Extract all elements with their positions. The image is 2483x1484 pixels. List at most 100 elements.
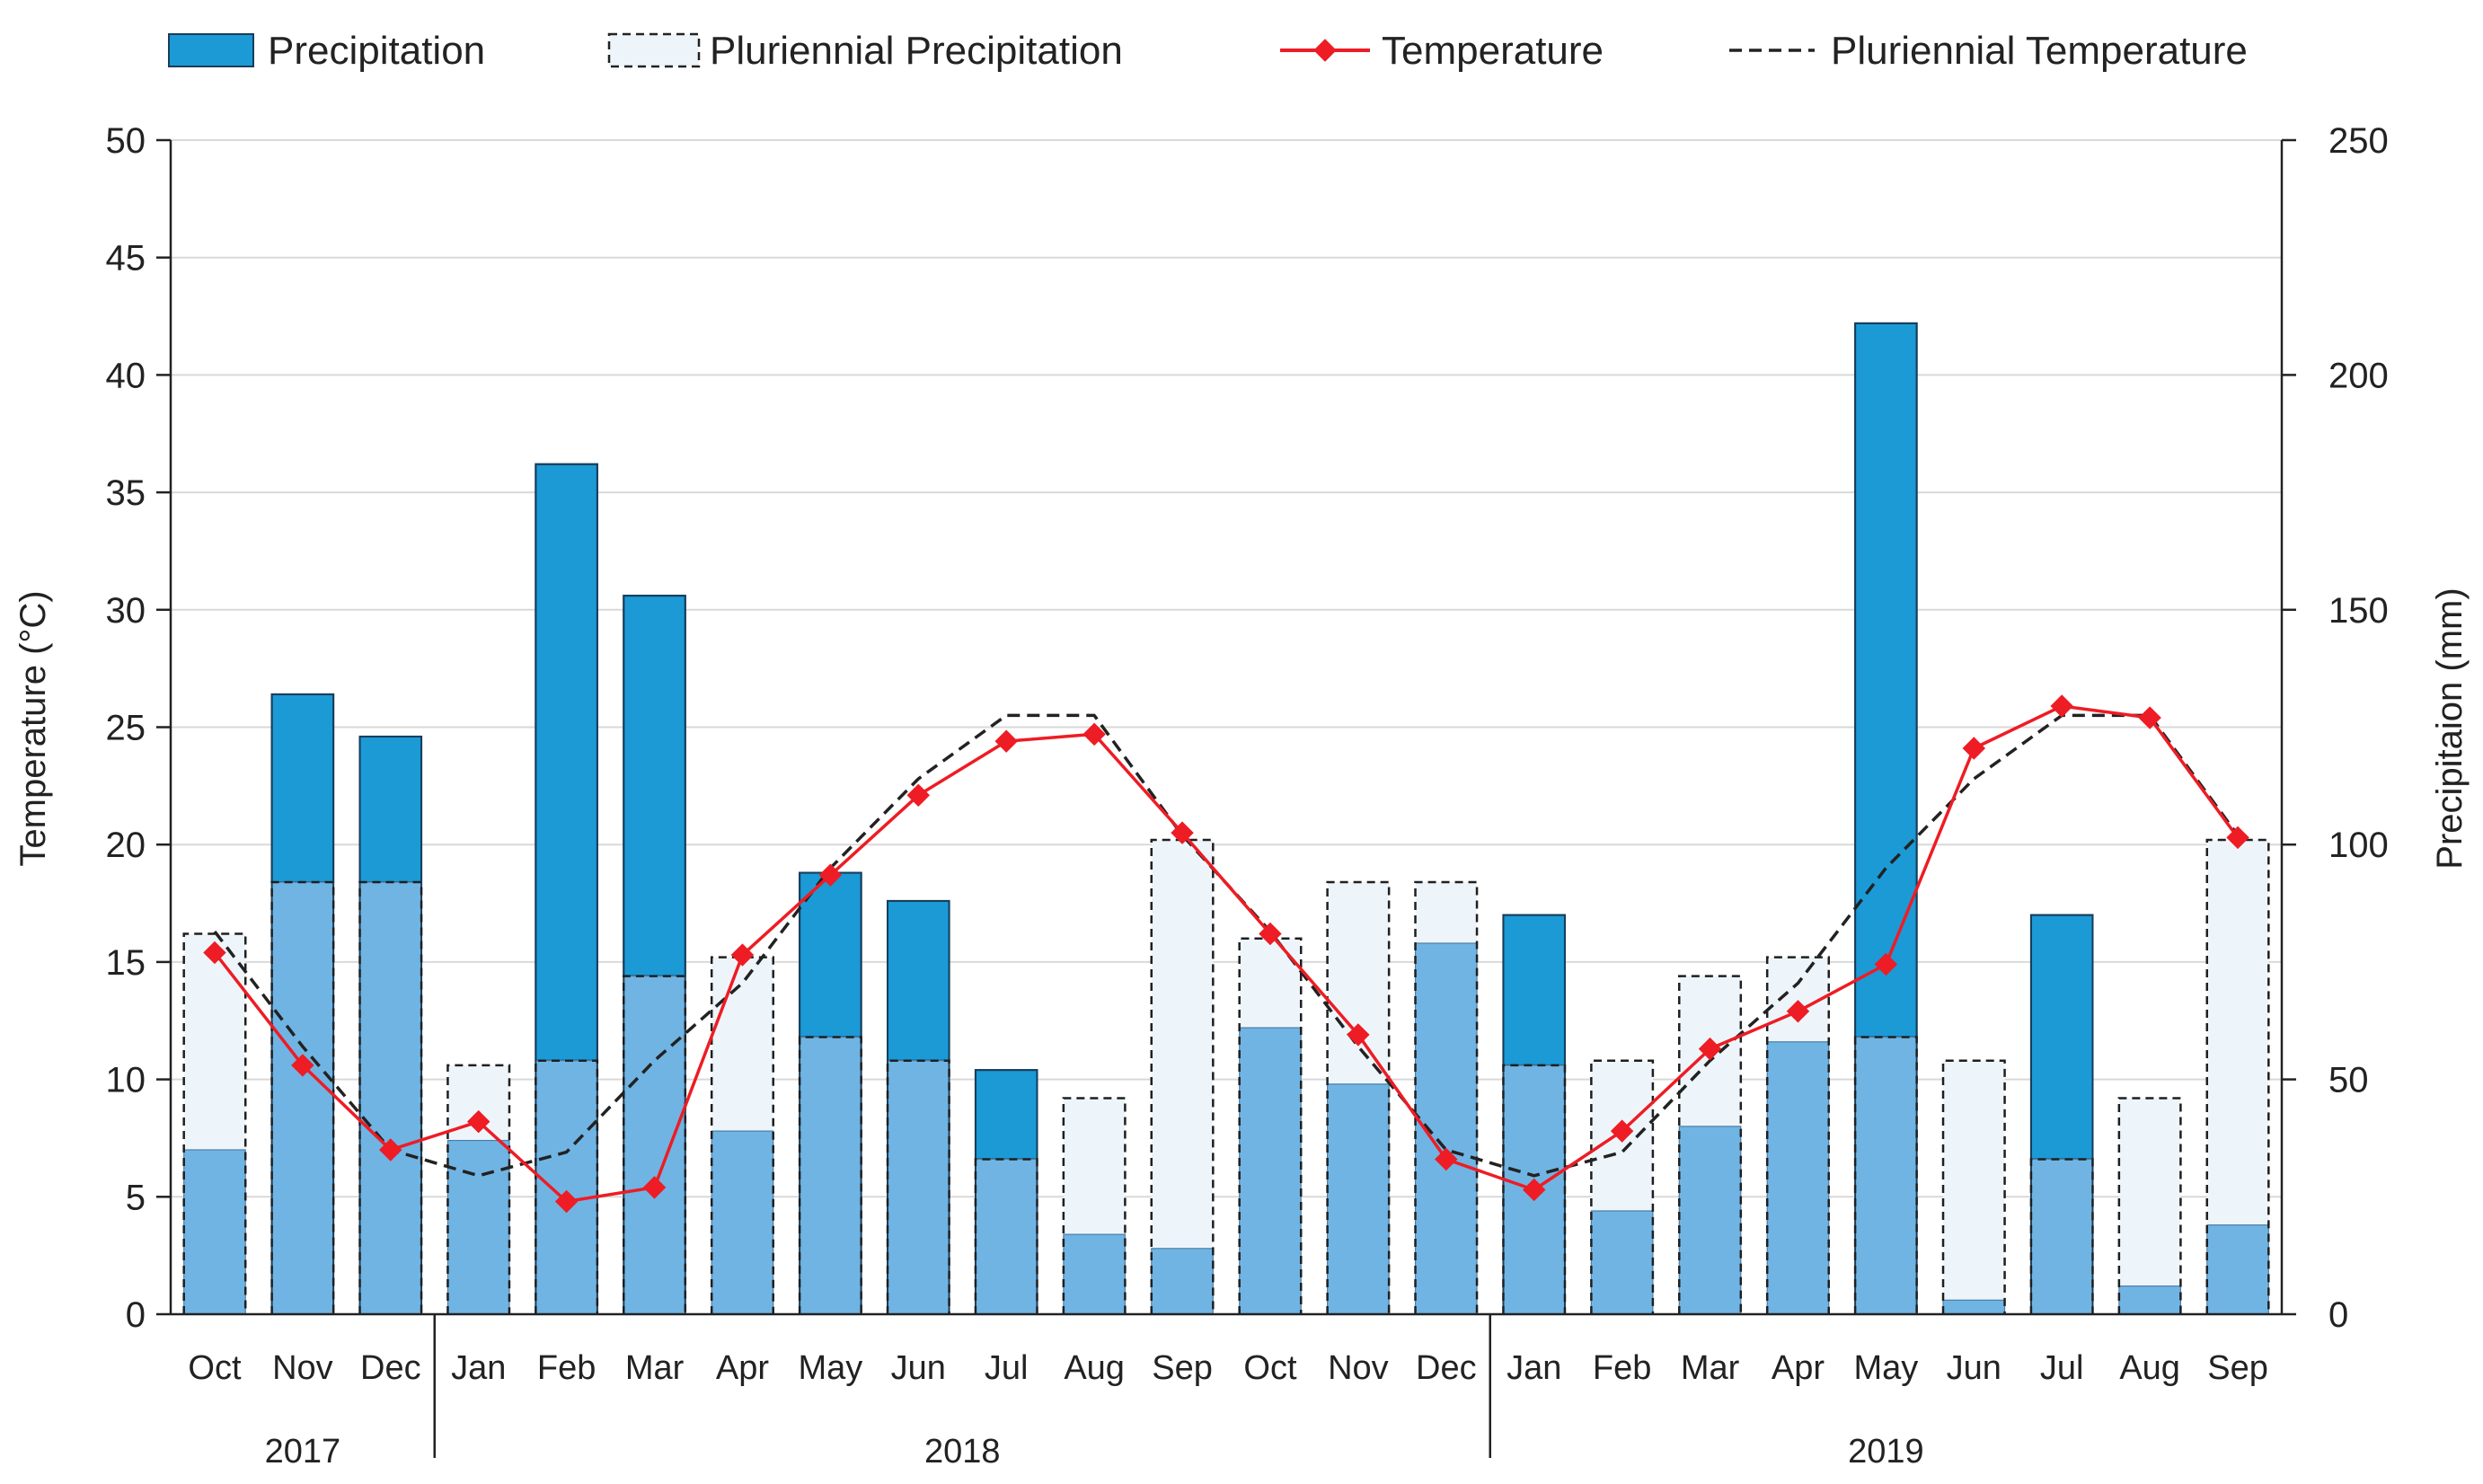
x-tick-label: Oct [188, 1349, 242, 1387]
pluriennial-precipitation-outline [1326, 880, 1391, 1314]
pluriennial-precipitation-outline [1590, 1059, 1655, 1314]
y-left-tick-label: 40 [106, 356, 146, 395]
pluriennial-precipitation-bar [2206, 839, 2269, 1225]
legend-label-pluriennial-precipitation: Pluriennial Precipitation [710, 29, 1123, 73]
precipitation-bar [799, 871, 862, 1038]
precipitation-overlap-bar [2118, 1285, 2181, 1315]
pluriennial-precipitation-bar [1327, 882, 1390, 1084]
y-right-tick-label: 100 [2328, 826, 2389, 865]
y-left-tick-label: 45 [106, 239, 146, 278]
x-tick-label: Oct [1243, 1349, 1297, 1387]
pluriennial-precipitation-outline [1941, 1059, 2006, 1314]
pluriennial-precipitation-outline [623, 975, 687, 1314]
precipitation-overlap-bar [358, 881, 422, 1315]
precipitation-overlap-bar [535, 1060, 598, 1315]
temperature-point [2050, 694, 2073, 718]
x-tick-label: Feb [537, 1349, 596, 1387]
pluriennial-precipitation-outline [1502, 1064, 1567, 1314]
temperature-point [1962, 737, 1986, 760]
pluriennial-precipitation-bar [711, 957, 773, 1132]
precipitation-bar [535, 463, 598, 1062]
temperature-line [213, 704, 2240, 1204]
pluriennial-precipitation-bar [2118, 1098, 2181, 1286]
precipitation-bar [358, 735, 423, 884]
pluriennial-precipitation-bar [1063, 1098, 1126, 1235]
precipitation-overlap-bar [1678, 1126, 1742, 1315]
x-tick-label: Feb [1593, 1349, 1651, 1387]
pluriennial-precipitation-outline [1678, 975, 1743, 1314]
x-tick-label: Mar [625, 1349, 685, 1387]
pluriennial-precipitation-outline [798, 1036, 862, 1314]
x-tick-label: Jan [1507, 1349, 1561, 1387]
precipitation-overlap-bar [446, 1139, 510, 1315]
temperature-point [994, 729, 1018, 753]
pluriennial-precipitation-outline [2117, 1097, 2182, 1314]
x-tick-label: Jun [1947, 1349, 2001, 1387]
legend-marker-temperature [1313, 39, 1337, 62]
precipitation-bar [2029, 914, 2094, 1161]
pluriennial-precipitation-outline [270, 880, 335, 1314]
legend-label-precipitation: Precipitation [268, 29, 485, 73]
precipitation-overlap-bar [1766, 1041, 1830, 1315]
pluriennial-precipitation-bar [1151, 839, 1214, 1249]
precipitation-overlap-bar [975, 1158, 1038, 1315]
x-tick-label: Apr [716, 1349, 769, 1387]
precipitation-bar [974, 1069, 1038, 1161]
precipitation-bar [887, 899, 950, 1062]
x-tick-label: Jun [891, 1349, 946, 1387]
x-tick-label: Sep [2207, 1349, 2268, 1387]
precipitation-overlap-bar [887, 1060, 950, 1315]
precipitation-bar [1502, 914, 1566, 1066]
gridlines [171, 139, 2282, 1198]
temperature-point [906, 783, 931, 808]
precipitation-overlap-bar [183, 1149, 246, 1315]
year-label: 2019 [1848, 1433, 1924, 1471]
y-right-tick-label: 200 [2328, 356, 2389, 395]
bars [182, 322, 2270, 1316]
precipitation-overlap-bar [711, 1130, 774, 1315]
precipitation-overlap-bar [1854, 1036, 1918, 1315]
precipitation-overlap-bar [2206, 1224, 2269, 1315]
x-tick-label: Jan [451, 1349, 506, 1387]
x-tick-label: Aug [1064, 1349, 1125, 1387]
x-tick-label: Apr [1772, 1349, 1825, 1387]
pluriennial-precipitation-outline [1414, 880, 1479, 1314]
legend: Precipitation Pluriennial Precipitation … [168, 29, 2248, 73]
x-tick-label: Aug [2119, 1349, 2180, 1387]
pluriennial-precipitation-bar [1239, 938, 1302, 1029]
y-left-tick-label: 50 [106, 121, 146, 161]
precipitation-overlap-bar [271, 881, 334, 1315]
legend-swatch-pluriennial-precipitation [607, 32, 701, 68]
pluriennial-precipitation-outline [535, 1059, 599, 1314]
precipitation-overlap-bar [623, 975, 686, 1315]
precipitation-overlap-bar [799, 1036, 862, 1315]
pluriennial-precipitation-bar [1943, 1060, 2005, 1301]
y-left-tick-label: 20 [106, 826, 146, 865]
pluriennial-precipitation-outline [1853, 1036, 1918, 1314]
pluriennial-precipitation-outline [710, 956, 774, 1314]
tick-labels: Temperature (°C) Precipitaion (mm) 0 5 10 1… [13, 121, 2470, 1471]
pluriennial-precipitation-outline [1765, 956, 1830, 1314]
y-left-tick-label: 5 [126, 1178, 146, 1217]
y-right-axis-title: Precipitaion (mm) [2430, 587, 2470, 869]
x-tick-label: Dec [360, 1349, 421, 1387]
precipitation-bar [623, 595, 686, 977]
pluriennial-precipitation-outline [446, 1064, 511, 1314]
x-tick-label: Nov [272, 1349, 333, 1387]
y-right-tick-label: 250 [2328, 121, 2389, 161]
y-right-tick-label: 0 [2328, 1295, 2348, 1335]
y-right-tick-label: 150 [2328, 591, 2389, 631]
precipitation-overlap-bar [1327, 1083, 1390, 1315]
pluriennial-precipitation-bar [183, 933, 246, 1151]
x-tick-label: Nov [1328, 1349, 1389, 1387]
precipitation-overlap-bar [1239, 1027, 1302, 1315]
y-left-tick-label: 0 [126, 1295, 146, 1335]
x-tick-label: Jul [985, 1349, 1029, 1387]
legend-label-pluriennial-temperature: Pluriennial Temperature [1831, 29, 2248, 73]
legend-label-temperature: Temperature [1382, 29, 1604, 73]
pluriennial-precipitation-outline [358, 880, 423, 1314]
precipitation-bar [1854, 322, 1918, 1038]
year-label: 2017 [265, 1433, 341, 1471]
